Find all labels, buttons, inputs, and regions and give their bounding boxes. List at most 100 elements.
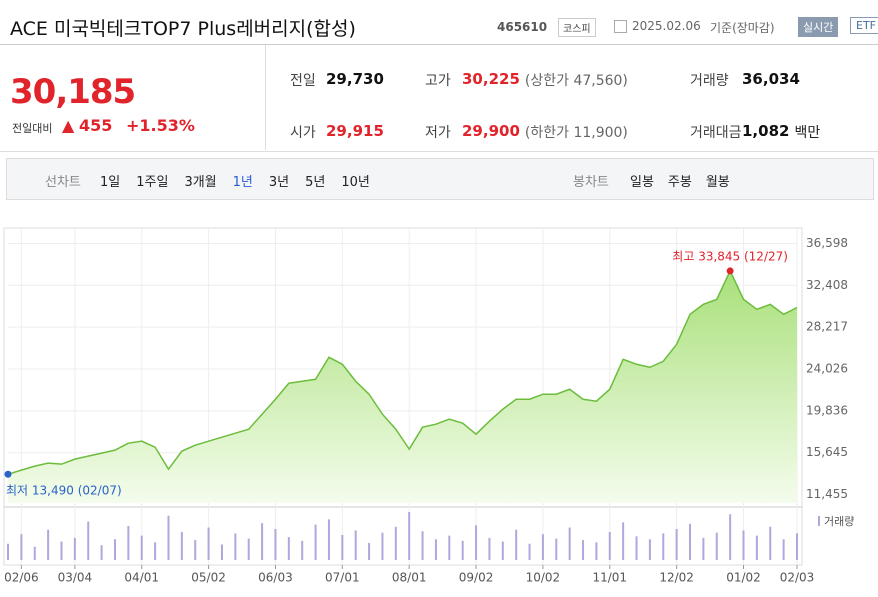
volume-bar [622, 522, 625, 560]
x-tick-label: 07/01 [325, 571, 360, 585]
volume-bar [475, 525, 478, 560]
volume-bar [381, 532, 384, 560]
volume-bar [47, 529, 50, 560]
volume-bar [20, 534, 23, 560]
volume-bar [528, 543, 531, 560]
volume-bar [113, 539, 116, 560]
volume-bar [100, 545, 103, 560]
volume-bar [33, 546, 36, 560]
candle-tab[interactable]: 일봉 [630, 175, 654, 190]
volume-bar [635, 536, 638, 560]
extreme-marker [726, 267, 734, 275]
volume-bar [769, 526, 772, 560]
volume-bar [434, 539, 437, 560]
price: 30,185 [10, 72, 136, 112]
volume-bar [501, 541, 504, 560]
legend-label: 거래량 [824, 515, 854, 528]
volume-bar [421, 531, 424, 560]
volume-bar [368, 543, 371, 560]
x-tick-label: 04/01 [124, 571, 159, 585]
volume-bar [796, 533, 798, 560]
quote-label: 고가 [425, 73, 451, 89]
volume-bar [595, 542, 598, 560]
volume-bar [461, 540, 464, 560]
annotation: 최저 13,490 (02/07) [6, 484, 122, 498]
date: 2025.02.06 [632, 19, 701, 33]
volume-bar [702, 537, 705, 560]
legend-swatch [818, 516, 820, 526]
quote-value: 29,915 [326, 122, 384, 140]
volume-bar [60, 541, 63, 560]
candle-tab[interactable]: 월봉 [705, 175, 730, 190]
volume-bar [73, 537, 76, 560]
volume-bar [541, 534, 544, 560]
volume-bar [354, 530, 357, 560]
x-tick-label: 10/02 [526, 571, 561, 585]
price-line [7, 269, 798, 475]
volume-bar [274, 528, 277, 560]
x-tick-label: 05/02 [191, 571, 226, 585]
volume-bar [314, 524, 317, 560]
divider [265, 45, 266, 150]
range-tab[interactable]: 3년 [268, 175, 290, 190]
y-tick-label: 15,645 [806, 445, 848, 459]
volume-bar [154, 542, 157, 560]
basis: 기준(장마감) [710, 21, 775, 35]
candle-tab[interactable]: 주봉 [667, 175, 692, 190]
volume-bar [327, 519, 330, 560]
extreme-marker [4, 470, 12, 478]
quote-value: 30,225 [462, 70, 520, 88]
tab-label: 봉차트 [573, 175, 609, 190]
volume-bar [715, 532, 718, 560]
volume-bar [582, 540, 585, 560]
range-tab[interactable]: 1일 [100, 175, 121, 190]
quote-value: 36,034 [742, 70, 800, 88]
volume-bar [729, 514, 732, 560]
quote-value: 29,900 [462, 122, 520, 140]
quote-value: 29,730 [326, 70, 384, 88]
volume-bar [608, 531, 611, 560]
volume-bar [261, 523, 264, 560]
volume-bar [555, 538, 558, 560]
range-tab[interactable]: 1년 [232, 175, 253, 190]
volume-bar [515, 529, 518, 560]
range-tab[interactable]: 10년 [341, 175, 370, 190]
range-tab[interactable]: 3개월 [184, 175, 217, 190]
range-tab[interactable]: 5년 [305, 175, 326, 190]
quote-label: 거래량 [690, 73, 729, 89]
market: 코스피 [558, 18, 596, 37]
volume-bar [287, 537, 290, 560]
quote-unit: 백만 [794, 125, 821, 141]
x-tick-label: 06/03 [258, 571, 293, 585]
realtime-button[interactable]: 실시간 [798, 17, 839, 37]
y-tick-label: 36,598 [806, 236, 848, 250]
quote-label: 거래대금 [690, 125, 742, 141]
volume-bar [408, 512, 411, 560]
etf-button[interactable]: ETF [850, 17, 878, 34]
y-tick-label: 28,217 [806, 320, 848, 334]
volume-bar [755, 535, 758, 560]
volume-bar [194, 540, 197, 560]
volume-bar [675, 528, 678, 560]
quote-label: 전일 [290, 73, 316, 89]
volume-bar [127, 526, 130, 560]
y-tick-label: 19,836 [806, 403, 848, 417]
x-tick-label: 02/06 [4, 571, 39, 585]
area [8, 270, 797, 503]
volume-bar [234, 533, 237, 560]
up-arrow: ▲ [62, 116, 75, 135]
tab-label: 선차트 [45, 175, 81, 190]
volume-bar [742, 530, 745, 560]
x-tick-label: 02/03 [780, 571, 815, 585]
volume-bar [648, 539, 651, 560]
range-tab[interactable]: 1주일 [136, 175, 169, 190]
volume-bar [247, 538, 250, 560]
title: ACE 미국빅테크TOP7 Plus레버리지(합성) [10, 18, 356, 40]
volume-bar [87, 521, 90, 560]
volume-bar [488, 537, 491, 560]
volume-bar [394, 526, 397, 560]
tab-bar [6, 158, 874, 200]
volume-bar [180, 531, 183, 560]
x-tick-label: 09/02 [459, 571, 494, 585]
